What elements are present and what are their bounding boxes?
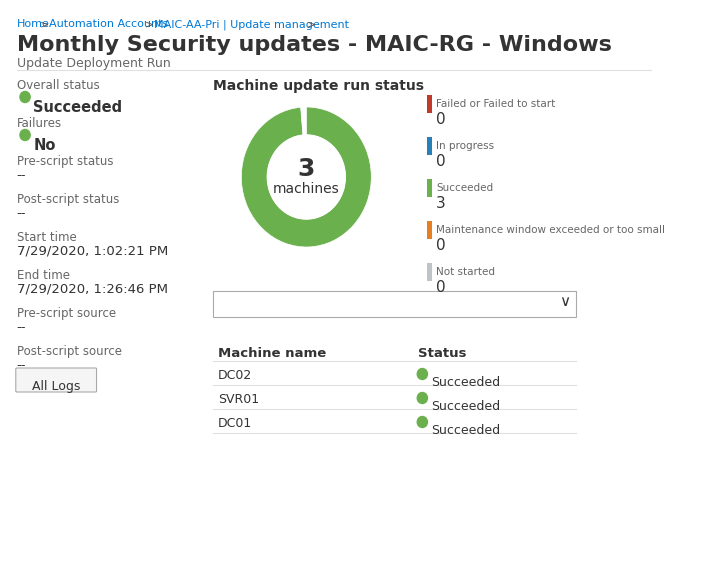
Text: 0: 0 (436, 238, 446, 253)
Text: Failed or Failed to start: Failed or Failed to start (436, 99, 556, 109)
Text: Not started: Not started (436, 267, 495, 277)
Circle shape (20, 129, 30, 141)
Text: Succeeded: Succeeded (436, 183, 493, 193)
FancyBboxPatch shape (427, 137, 431, 155)
Text: Succeeded: Succeeded (431, 400, 500, 413)
Circle shape (267, 135, 345, 219)
Circle shape (417, 369, 428, 379)
Text: Succeeded: Succeeded (431, 424, 500, 437)
Text: Pre-script source: Pre-script source (17, 307, 116, 320)
Text: Post-script source: Post-script source (17, 345, 122, 358)
Text: 0: 0 (436, 154, 446, 169)
Text: 3: 3 (298, 157, 315, 181)
Text: 0: 0 (436, 280, 446, 295)
Text: --: -- (17, 359, 26, 372)
Text: ✓: ✓ (419, 426, 426, 435)
Text: >: > (145, 19, 154, 29)
Text: 7/29/2020, 1:02:21 PM: 7/29/2020, 1:02:21 PM (17, 245, 168, 258)
Text: DC02: DC02 (218, 369, 252, 382)
Text: Succeeded: Succeeded (431, 376, 500, 389)
Text: Overall status: Overall status (17, 79, 99, 92)
Text: 7/29/2020, 1:26:46 PM: 7/29/2020, 1:26:46 PM (17, 283, 168, 296)
FancyBboxPatch shape (16, 368, 96, 392)
Text: SVR01: SVR01 (218, 393, 260, 406)
Text: >: > (307, 19, 316, 29)
Circle shape (417, 392, 428, 404)
Text: Pre-script status: Pre-script status (17, 155, 113, 168)
Text: Monthly Security updates - MAIC-RG - Windows: Monthly Security updates - MAIC-RG - Win… (17, 35, 612, 55)
Text: MAIC-AA-Pri | Update management: MAIC-AA-Pri | Update management (154, 19, 349, 29)
Text: --: -- (17, 321, 26, 334)
Text: >: > (40, 19, 49, 29)
FancyBboxPatch shape (427, 179, 431, 197)
FancyBboxPatch shape (427, 263, 431, 281)
Wedge shape (242, 107, 371, 247)
Text: ✓: ✓ (22, 101, 29, 110)
Text: All Logs: All Logs (32, 380, 80, 393)
FancyBboxPatch shape (427, 221, 431, 239)
Text: Post-script status: Post-script status (17, 193, 119, 206)
Text: --: -- (17, 169, 26, 182)
Text: Machine name: Machine name (218, 347, 326, 360)
Text: End time: End time (17, 269, 70, 282)
Text: Status: Status (418, 347, 466, 360)
Circle shape (20, 91, 30, 103)
Text: 3: 3 (436, 196, 446, 211)
Text: ∨: ∨ (559, 294, 570, 308)
FancyBboxPatch shape (214, 291, 575, 317)
Text: 0: 0 (436, 112, 446, 127)
Text: ✓: ✓ (419, 402, 426, 411)
Text: In progress: In progress (436, 141, 495, 151)
Text: Machine update run status: Machine update run status (214, 79, 424, 93)
Text: Failures: Failures (17, 117, 62, 130)
Text: Update Deployment Run: Update Deployment Run (17, 57, 170, 70)
Text: No: No (33, 138, 56, 153)
Circle shape (417, 417, 428, 428)
Text: DC01: DC01 (218, 417, 252, 430)
Text: ✓: ✓ (419, 378, 426, 387)
Text: --: -- (17, 207, 26, 220)
Text: machines: machines (273, 182, 339, 196)
FancyBboxPatch shape (427, 95, 431, 113)
Text: Home: Home (17, 19, 50, 29)
Text: Succeeded: Succeeded (33, 100, 122, 115)
Text: Start time: Start time (17, 231, 76, 244)
Text: Maintenance window exceeded or too small: Maintenance window exceeded or too small (436, 225, 665, 235)
Text: ✓: ✓ (22, 139, 29, 148)
Text: Automation Accounts: Automation Accounts (49, 19, 168, 29)
Wedge shape (301, 107, 306, 135)
